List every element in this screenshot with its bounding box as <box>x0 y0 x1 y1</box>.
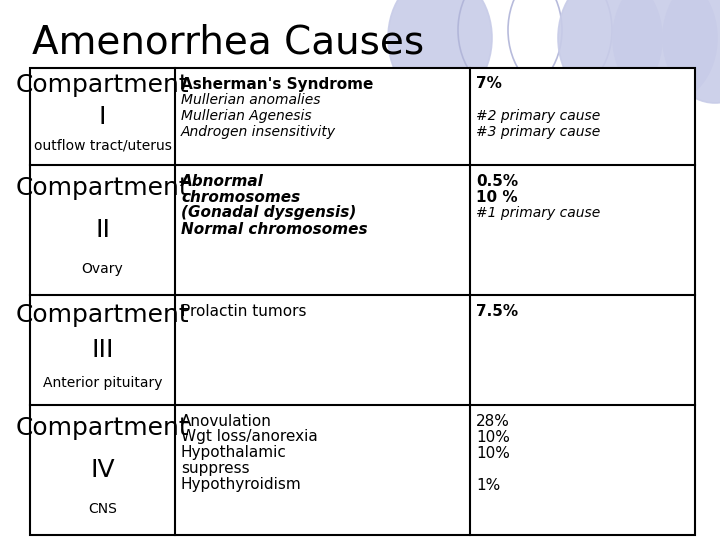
Bar <box>30 68 695 535</box>
Text: outflow tract/uterus: outflow tract/uterus <box>34 139 171 153</box>
Text: IV: IV <box>90 458 114 482</box>
Text: 7.5%: 7.5% <box>476 303 518 319</box>
Ellipse shape <box>388 0 492 103</box>
Text: 0.5%: 0.5% <box>476 173 518 188</box>
Text: Amenorrhea Causes: Amenorrhea Causes <box>32 24 424 62</box>
Text: (Gonadal dysgensis): (Gonadal dysgensis) <box>181 206 356 220</box>
Text: CNS: CNS <box>88 502 117 516</box>
Ellipse shape <box>558 0 662 103</box>
Text: #2 primary cause: #2 primary cause <box>476 109 600 123</box>
Text: Asherman's Syndrome: Asherman's Syndrome <box>181 77 374 91</box>
Text: 10%: 10% <box>476 429 510 444</box>
Text: Hypothalamic: Hypothalamic <box>181 446 287 461</box>
Text: Normal chromosomes: Normal chromosomes <box>181 221 368 237</box>
Text: Mullerian Agenesis: Mullerian Agenesis <box>181 109 312 123</box>
Text: Anovulation: Anovulation <box>181 414 272 429</box>
Text: Wgt loss/anorexia: Wgt loss/anorexia <box>181 429 318 444</box>
Text: 7%: 7% <box>476 77 502 91</box>
Ellipse shape <box>663 0 720 103</box>
Text: Compartment: Compartment <box>16 303 189 327</box>
Text: 28%: 28% <box>476 414 510 429</box>
Text: 10 %: 10 % <box>476 190 518 205</box>
Text: Compartment: Compartment <box>16 177 189 200</box>
Text: suppress: suppress <box>181 462 250 476</box>
Text: chromosomes: chromosomes <box>181 190 300 205</box>
Text: Ovary: Ovary <box>81 262 123 276</box>
Text: Androgen insensitivity: Androgen insensitivity <box>181 125 336 139</box>
Text: Compartment: Compartment <box>16 73 189 97</box>
Text: II: II <box>95 218 110 242</box>
Text: III: III <box>91 338 114 362</box>
Text: 1%: 1% <box>476 477 500 492</box>
Text: Compartment: Compartment <box>16 416 189 441</box>
Text: Anterior pituitary: Anterior pituitary <box>42 376 162 390</box>
Text: Hypothyroidism: Hypothyroidism <box>181 477 302 492</box>
Ellipse shape <box>613 0 717 103</box>
Text: Prolactin tumors: Prolactin tumors <box>181 303 307 319</box>
Text: Abnormal: Abnormal <box>181 173 264 188</box>
Text: 10%: 10% <box>476 446 510 461</box>
Text: I: I <box>99 105 107 129</box>
Text: #3 primary cause: #3 primary cause <box>476 125 600 139</box>
Text: Mullerian anomalies: Mullerian anomalies <box>181 93 320 107</box>
Text: #1 primary cause: #1 primary cause <box>476 206 600 220</box>
